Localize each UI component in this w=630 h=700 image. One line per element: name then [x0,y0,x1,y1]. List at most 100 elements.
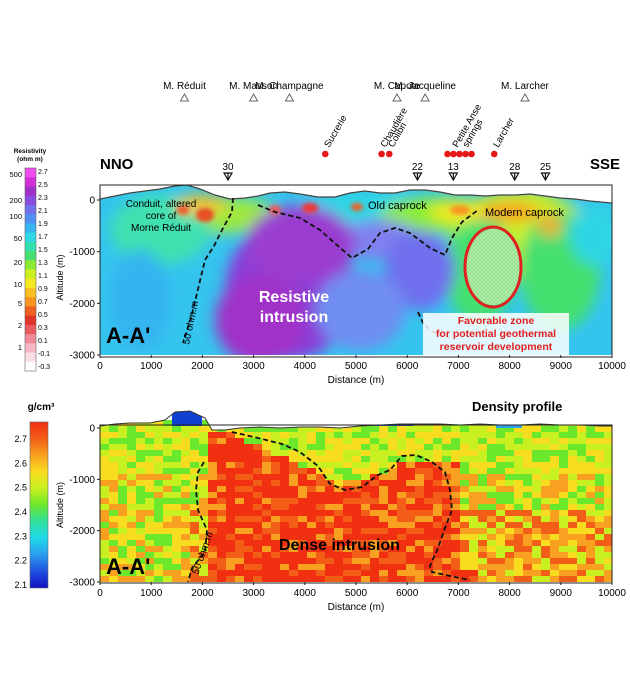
density-cell [127,444,137,451]
density-cell [307,492,317,499]
well-markers: 30 22 13 28 25 [222,162,551,182]
density-cell [568,570,578,577]
density-cell [442,552,452,559]
density-cell [451,558,461,565]
density-cell [109,546,119,553]
density-cell [532,504,542,511]
density-cell [415,456,425,463]
density-cell [595,462,605,469]
density-cell [604,480,612,487]
density-cell [496,534,506,541]
contour-50-ohm-top [257,204,479,260]
density-cell [343,498,353,505]
density-cell [361,576,371,582]
density-cell [451,540,461,547]
density-cell [586,540,596,547]
density-cell [352,426,362,433]
density-cell [415,426,425,433]
density-cell [406,444,416,451]
density-cell [406,510,416,517]
density-cell [460,510,470,517]
density-cell [145,498,155,505]
density-cell [217,444,227,451]
density-cell [595,540,605,547]
density-cell [154,570,164,577]
density-cell [280,576,290,582]
density-cell [100,444,110,451]
density-cell [253,486,263,493]
density-cell [163,546,173,553]
density-cell [172,516,182,523]
density-cell [424,528,434,535]
spring-dot-icon [378,150,385,158]
density-cell [226,516,236,523]
density-cell [244,486,254,493]
density-cell [577,444,587,451]
density-cell [343,528,353,535]
density-cell [361,504,371,511]
density-cell [442,528,452,535]
density-cell [586,522,596,529]
density-cell [235,486,245,493]
density-cell [235,540,245,547]
density-cell [100,576,110,582]
density-cell [388,456,398,463]
density-cell [217,528,227,535]
density-cell [154,546,164,553]
density-cell [478,426,488,433]
density-cell [379,426,389,433]
density-cell [226,558,236,565]
density-cell [487,432,497,439]
density-cell [307,486,317,493]
density-cell [244,480,254,487]
density-cell [334,528,344,535]
x-tick-label: 2000 [191,588,214,599]
density-cell [298,486,308,493]
density-cell [325,462,335,469]
density-cell [271,426,281,433]
density-cell [442,456,452,463]
density-cell [595,558,605,565]
density-cell [532,534,542,541]
density-cell [487,462,497,469]
density-cell [379,462,389,469]
density-cell [532,468,542,475]
density-cell [316,438,326,445]
density-cell [199,552,209,559]
density-cell [559,504,569,511]
density-cell [595,492,605,499]
density-cell [532,564,542,571]
density-cell [334,456,344,463]
density-cell [190,564,200,571]
colorbar-right-tick: -0.3 [38,364,50,371]
density-cell [559,516,569,523]
density-cell [271,498,281,505]
density-cell [154,480,164,487]
density-cell [307,468,317,475]
density-cell [136,480,146,487]
density-cell [208,426,218,433]
density-cell [217,534,227,541]
density-cell [325,432,335,439]
density-cell [262,480,272,487]
density-cell [568,510,578,517]
density-cell [433,540,443,547]
density-cell [136,558,146,565]
density-cell [181,558,191,565]
density-cell [190,438,200,445]
density-cell [118,570,128,577]
density-cell [217,576,227,582]
density-cell [163,558,173,565]
colorbar-left-tick: 500 [9,170,22,179]
density-cell [235,504,245,511]
density-cell [424,468,434,475]
density-cell [397,558,407,565]
density-cell [109,516,119,523]
density-cell [541,516,551,523]
density-cell [244,510,254,517]
density-cell [118,426,128,433]
density-cell [388,462,398,469]
spring-dot-icon [456,150,463,158]
density-cell [460,474,470,481]
density-cell [271,576,281,582]
